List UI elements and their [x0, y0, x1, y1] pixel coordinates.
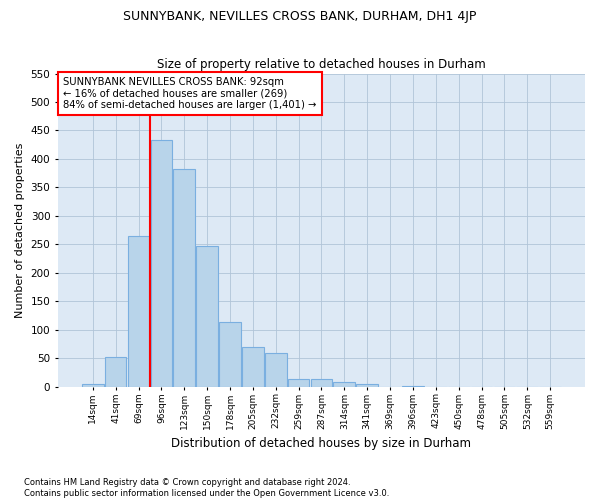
Title: Size of property relative to detached houses in Durham: Size of property relative to detached ho…: [157, 58, 486, 71]
Bar: [173, 168, 195, 386]
Bar: [105, 357, 127, 386]
Bar: [82, 384, 104, 386]
Bar: [334, 382, 355, 386]
Text: SUNNYBANK NEVILLES CROSS BANK: 92sqm
← 16% of detached houses are smaller (269)
: SUNNYBANK NEVILLES CROSS BANK: 92sqm ← 1…: [63, 76, 317, 110]
Text: SUNNYBANK, NEVILLES CROSS BANK, DURHAM, DH1 4JP: SUNNYBANK, NEVILLES CROSS BANK, DURHAM, …: [124, 10, 476, 23]
Bar: [196, 246, 218, 386]
Bar: [311, 380, 332, 386]
Text: Contains HM Land Registry data © Crown copyright and database right 2024.
Contai: Contains HM Land Registry data © Crown c…: [24, 478, 389, 498]
Bar: [288, 379, 310, 386]
Y-axis label: Number of detached properties: Number of detached properties: [15, 142, 25, 318]
Bar: [151, 140, 172, 386]
Bar: [356, 384, 378, 386]
Bar: [242, 347, 264, 387]
X-axis label: Distribution of detached houses by size in Durham: Distribution of detached houses by size …: [172, 437, 472, 450]
Bar: [128, 236, 149, 386]
Bar: [265, 352, 287, 386]
Bar: [219, 322, 241, 386]
